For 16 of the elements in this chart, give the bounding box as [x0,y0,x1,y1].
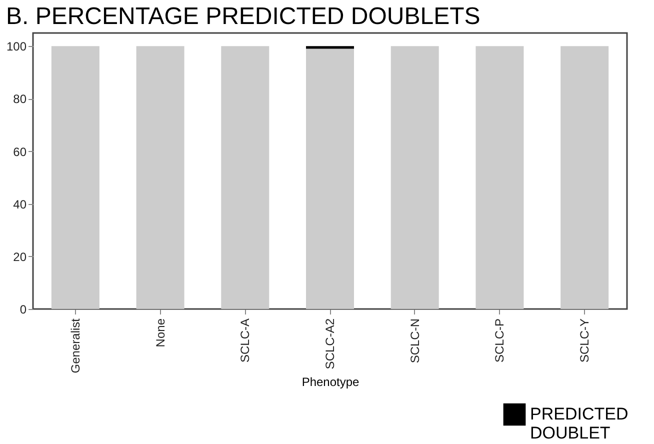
x-tick-label: None [153,318,168,348]
y-tick-label: 20 [13,250,27,264]
y-tick-label: 100 [6,40,27,54]
y-tick-label: 40 [13,197,27,212]
y-tick-label: 60 [13,144,27,159]
x-tick-label: SCLC-P [492,318,507,363]
x-axis-title: Phenotype [302,375,360,390]
x-tick-label: SCLC-N [408,318,422,364]
y-tick-label: 0 [20,302,27,316]
x-tick-label: Generalist [68,318,82,374]
y-tick-label: 80 [13,92,27,106]
x-tick-label: SCLC-A2 [323,318,337,370]
chart-title: B. PERCENTAGE PREDICTED DOUBLETS [6,3,480,30]
legend-label: PREDICTED DOUBLET [530,404,628,442]
x-tick-label: SCLC-A [238,318,252,363]
x-tick-label: SCLC-Y [578,318,592,363]
